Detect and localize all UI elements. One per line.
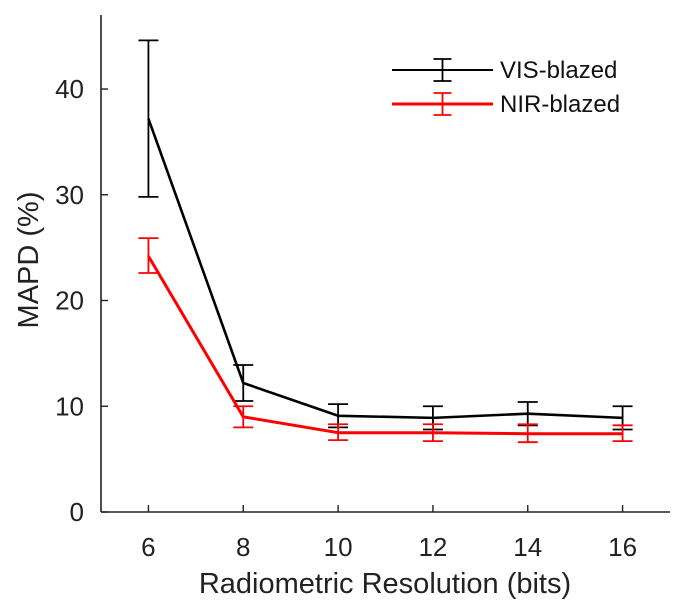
error-bar-vis-blazed — [138, 39, 159, 198]
x-tick-label: 6 — [141, 532, 155, 562]
y-tick-label: 30 — [55, 180, 84, 210]
error-bar-nir-blazed — [517, 423, 538, 444]
legend-label: NIR-blazed — [500, 91, 620, 118]
error-bar-nir-blazed — [233, 405, 254, 429]
x-tick-label: 16 — [608, 532, 637, 562]
legend-label: VIS-blazed — [500, 57, 617, 84]
x-tick-label: 8 — [236, 532, 250, 562]
error-bar-nir-blazed — [328, 423, 349, 441]
x-tick-label: 14 — [513, 532, 542, 562]
error-bar-nir-blazed — [422, 423, 443, 443]
axes-layer: 6 8 10 12 14 16 0 10 20 30 40 — [55, 15, 670, 562]
error-bar-nir-blazed — [612, 424, 633, 443]
series-layer — [138, 39, 633, 444]
y-tick-label: 40 — [55, 74, 84, 104]
series-line-vis-blazed — [147, 118, 623, 420]
series-vis-blazed — [138, 39, 633, 431]
y-axis-title: MAPD (%) — [13, 192, 45, 329]
error-bar-nir-blazed — [138, 237, 159, 274]
x-axis-title: Radiometric Resolution (bits) — [199, 568, 571, 600]
series-line-nir-blazed — [147, 255, 623, 436]
y-tick-label: 0 — [70, 497, 84, 527]
legend: VIS-blazed NIR-blazed — [392, 57, 620, 118]
legend-item-vis-blazed: VIS-blazed — [392, 57, 617, 84]
y-tick-label: 10 — [55, 391, 84, 421]
x-tick-label: 12 — [418, 532, 447, 562]
error-bar-vis-blazed — [233, 364, 254, 402]
y-tick-label: 20 — [55, 286, 84, 316]
x-tick-label: 10 — [324, 532, 353, 562]
series-nir-blazed — [138, 237, 633, 444]
legend-item-nir-blazed: NIR-blazed — [392, 91, 620, 118]
